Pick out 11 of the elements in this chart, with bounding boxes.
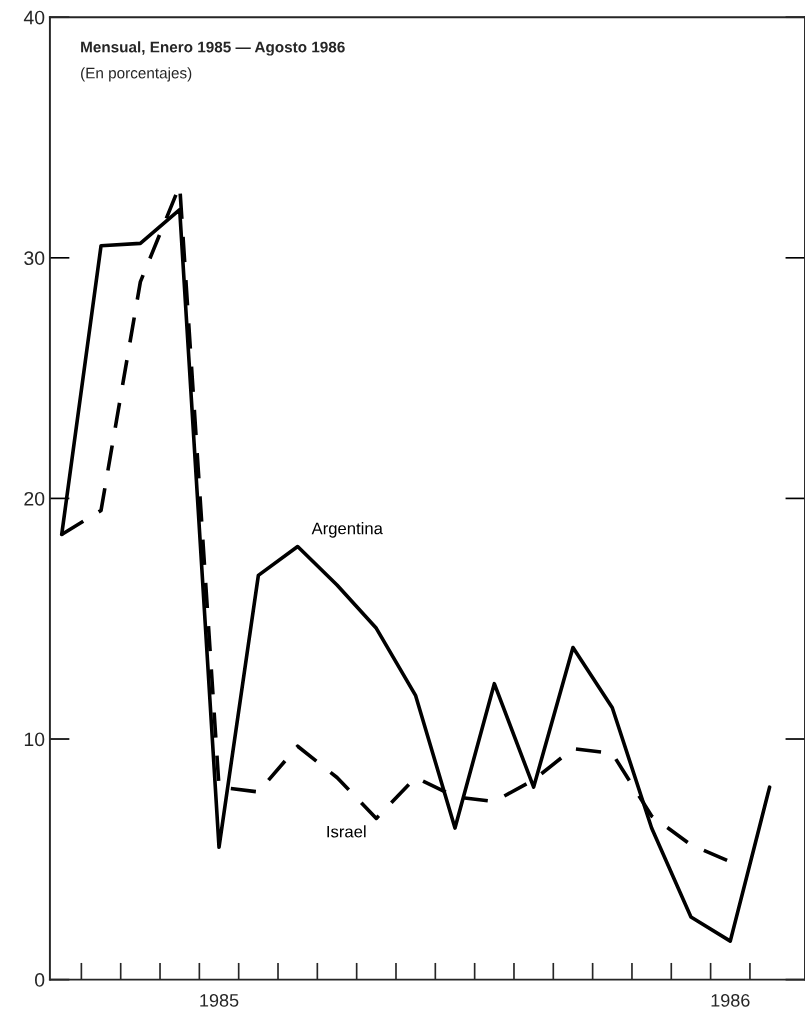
x-tick-label: 1986	[711, 993, 750, 1007]
text: Mensual, Enero 1985 — Agosto 1986	[81, 41, 345, 56]
series-label: Argentina	[311, 522, 383, 538]
y-tick-label: 10	[24, 732, 45, 747]
x-tick-label: 1985	[200, 993, 239, 1007]
y-tick-label: 30	[24, 251, 45, 266]
y-tick-label: 20	[24, 491, 45, 506]
y-tick-label: 40	[23, 10, 45, 25]
y-tick-label: 0	[35, 973, 45, 987]
series-label: Israel	[327, 825, 366, 838]
text: (En porcentajes)	[81, 67, 192, 82]
